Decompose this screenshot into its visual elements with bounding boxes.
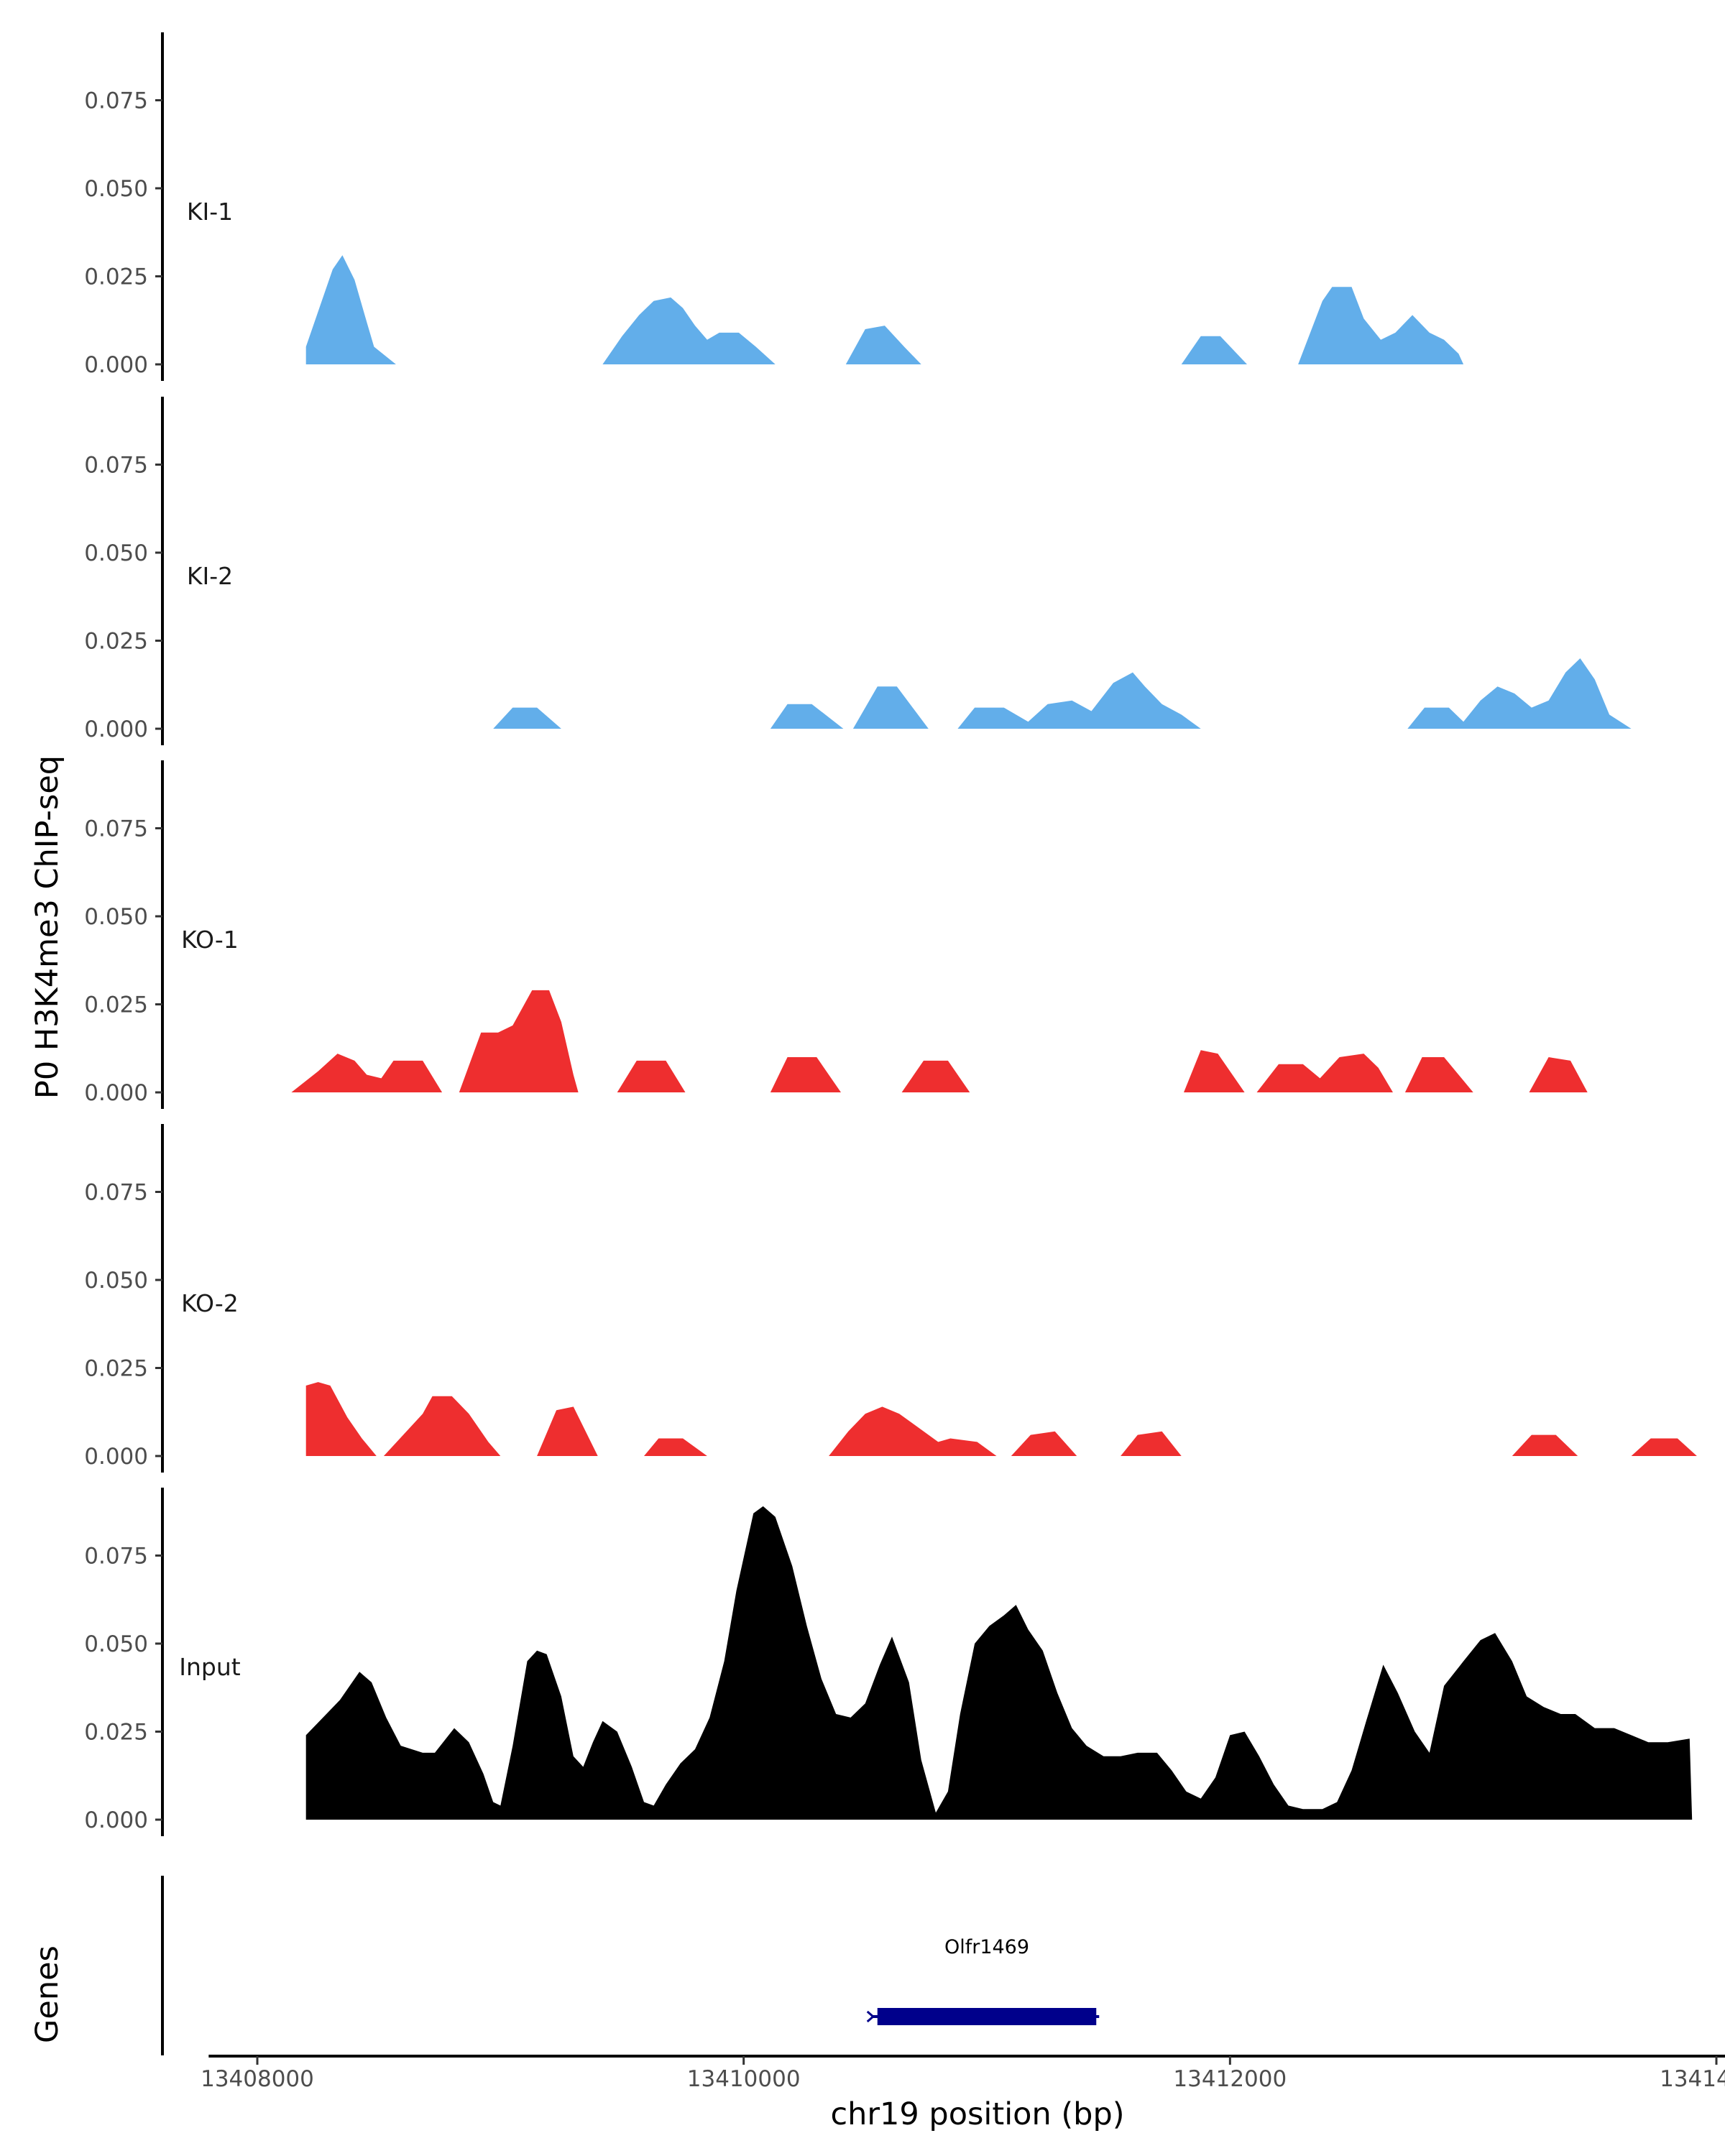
gene-body: [877, 2008, 1097, 2025]
y-tick-label: 0.075: [84, 453, 148, 479]
y-tick-label: 0.000: [84, 1080, 148, 1106]
gene-label: Olfr1469: [944, 1936, 1029, 1958]
y-tick-label: 0.075: [84, 1544, 148, 1570]
y-tick-label: 0.050: [84, 1631, 148, 1657]
y-tick-label: 0.025: [84, 992, 148, 1018]
y-tick-label: 0.050: [84, 904, 148, 930]
strand-arrow-icon: [866, 2010, 875, 2023]
y-tick-label: 0.050: [84, 176, 148, 202]
track-panels: 0.0000.0250.0500.075KI-10.0000.0250.0500…: [84, 32, 1697, 1836]
track-label: KI-1: [187, 198, 233, 226]
y-tick-label: 0.025: [84, 1720, 148, 1746]
y-axis-title: P0 H3K4me3 ChIP-seq: [29, 755, 65, 1099]
signal-area-ko-1: [291, 990, 1588, 1092]
x-tick-label: 13408000: [201, 2066, 314, 2092]
y-tick-label: 0.000: [84, 717, 148, 742]
signal-area-ki-1: [305, 255, 1464, 364]
track-ko-1: 0.000 0.025 0.050 0.075 KO-1: [84, 760, 1588, 1109]
y-tick-label: 0.025: [84, 629, 148, 655]
y-tick-label: 0.025: [84, 1356, 148, 1382]
x-tick-label: 13412000: [1173, 2066, 1287, 2092]
genes-axis-title: Genes: [29, 1945, 65, 2043]
signal-area-input: [305, 1506, 1693, 1820]
y-tick-label: 0.075: [84, 816, 148, 842]
track-label: KO-1: [181, 926, 239, 954]
y-tick-label: 0.025: [84, 264, 148, 290]
track-ko-2: 0.000 0.025 0.050 0.075 KO-2: [84, 1124, 1697, 1473]
track-input: 0.000 0.025 0.050 0.075 Input: [84, 1488, 1693, 1836]
y-tick-label: 0.050: [84, 540, 148, 566]
gene-track: Olfr1469: [161, 1876, 1100, 2055]
y-tick-label: 0.050: [84, 1268, 148, 1294]
y-tick-label: 0.000: [84, 352, 148, 378]
track-label: KO-2: [181, 1289, 239, 1317]
y-tick-label: 0.000: [84, 1807, 148, 1833]
y-tick-label: 0.075: [84, 1180, 148, 1206]
x-axis-title: chr19 position (bp): [830, 2096, 1124, 2132]
y-tick-label: 0.000: [84, 1444, 148, 1470]
signal-area-ko-2: [305, 1382, 1697, 1456]
track-ki-2: 0.000 0.025 0.050 0.075 KI-2: [84, 397, 1632, 745]
x-tick-label: 13410000: [687, 2066, 801, 2092]
track-label: KI-2: [187, 562, 233, 590]
x-tick-label: 13414000: [1660, 2066, 1725, 2092]
y-tick-label: 0.075: [84, 88, 148, 114]
track-label: Input: [179, 1653, 241, 1681]
x-axis: 13408000 13410000 13412000 13414000: [201, 2055, 1725, 2092]
signal-area-ki-2: [493, 658, 1632, 729]
track-ki-1: 0.000 0.025 0.050 0.075 KI-1: [84, 32, 1464, 381]
